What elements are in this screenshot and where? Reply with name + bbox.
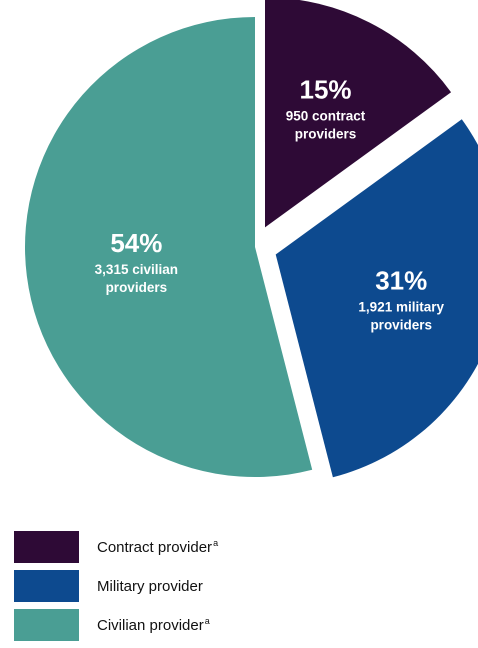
count-label2-contract: providers: [295, 127, 357, 142]
pie-slices: [24, 0, 478, 478]
legend-label-contract: Contract providera: [97, 538, 218, 556]
legend-item-military: Military provider: [14, 570, 218, 602]
pct-label-contract: 15%: [300, 75, 352, 105]
legend-swatch-civilian: [14, 609, 79, 641]
legend-text-military: Military provider: [97, 577, 203, 595]
legend-item-contract: Contract providera: [14, 531, 218, 563]
count-label-military: 1,921 military: [358, 300, 444, 315]
count-label2-military: providers: [370, 318, 432, 333]
pct-label-civilian: 54%: [110, 228, 162, 258]
legend-swatch-military: [14, 570, 79, 602]
legend-label-military: Military provider: [97, 578, 203, 595]
pie-slice-civilian: [24, 17, 313, 477]
pct-label-military: 31%: [375, 266, 427, 296]
legend-swatch-contract: [14, 531, 79, 563]
count-label2-civilian: providers: [106, 280, 168, 295]
pie-slice-military: [275, 119, 478, 478]
legend-note-civilian: a: [204, 616, 210, 626]
legend-text-contract: Contract provider: [97, 539, 213, 556]
legend-label-civilian: Civilian providera: [97, 616, 210, 634]
pie-labels: 15% 950 contract providers 31% 1,921 militar…: [95, 75, 445, 333]
legend-item-civilian: Civilian providera: [14, 609, 218, 641]
count-label-civilian: 3,315 civilian: [95, 262, 178, 277]
pie-slice-contract: [264, 0, 452, 228]
legend-note-contract: a: [213, 538, 219, 548]
legend: Contract providera Military provider Civ…: [14, 531, 218, 648]
legend-text-civilian: Civilian provider: [97, 617, 204, 634]
count-label-contract: 950 contract: [286, 109, 366, 124]
